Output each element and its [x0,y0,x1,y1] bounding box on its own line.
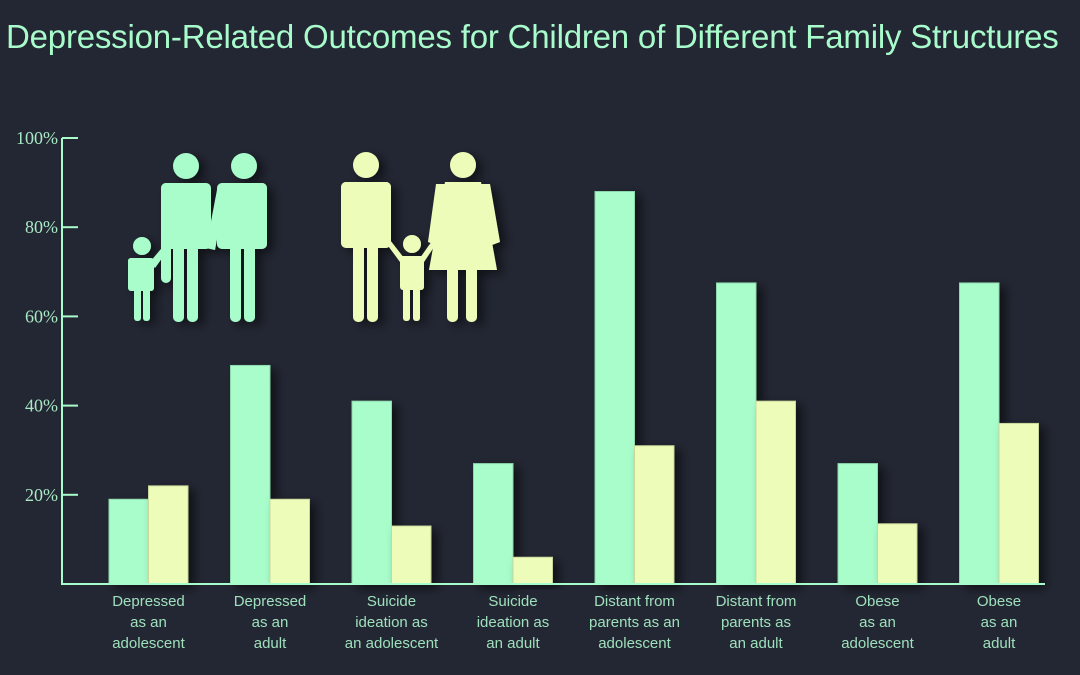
bar-same-sex [716,282,757,585]
bar-opposite-sex [148,485,189,585]
x-category-label-line: Suicide [367,593,416,610]
bar-opposite-sex [634,445,675,585]
x-category-label-line: ideation as [477,614,550,631]
bars [108,191,1039,585]
bar-same-sex [837,463,878,585]
bar-opposite-sex [391,525,432,585]
x-category-label: Distant from parents as an adult [716,593,797,652]
bar-opposite-sex [755,400,796,585]
x-category-label-line: as an [859,614,896,631]
bar-same-sex [473,463,514,585]
x-category-label: Depressed as an adolescent [112,593,185,652]
x-category-label: Suicide ideation as an adult [477,593,550,652]
x-category-label-line: adult [983,635,1016,652]
y-tick-label: 100% [16,128,58,148]
y-tick-label: 80% [25,217,58,237]
x-category-label-line: as an [130,614,167,631]
x-category-label-line: adolescent [841,635,914,652]
bar-opposite-sex [998,422,1039,585]
x-category-label-line: parents as [721,614,791,631]
y-tick-label: 60% [25,306,58,326]
x-category-label-line: as an [981,614,1018,631]
x-category-label-line: as an [252,614,289,631]
x-category-label-line: adolescent [112,635,185,652]
x-category-label-line: adolescent [598,635,671,652]
bar-same-sex [230,364,271,585]
x-category-label-line: ideation as [355,614,428,631]
mother-father-family-icon [341,152,500,322]
x-category-label-line: adult [254,635,287,652]
chart-title: Depression-Related Outcomes for Children… [6,18,1059,55]
x-category-label-line: Obese [855,593,899,610]
x-category-label-line: Distant from [716,593,797,610]
x-category-label: Obese as an adolescent [841,593,914,652]
x-category-label-line: an adolescent [345,635,439,652]
x-category-label: Depressed as an adult [234,593,307,652]
x-category-label-line: parents as an [589,614,680,631]
x-category-label-line: Distant from [594,593,675,610]
two-fathers-family-icon [128,153,267,322]
y-tick-label: 20% [25,485,58,505]
x-category-label-line: Suicide [488,593,537,610]
y-tick-label: 40% [25,396,58,416]
x-category-label-line: an adult [486,635,540,652]
x-category-label: Obese as an adult [977,593,1021,652]
bar-same-sex [594,191,635,585]
y-axis: 20% 40% 60% 80% 100% [16,128,1045,585]
x-category-label-line: Depressed [234,593,307,610]
x-category-label-line: Obese [977,593,1021,610]
x-category-label: Suicide ideation as an adolescent [345,593,439,652]
bar-same-sex [108,498,149,585]
bar-same-sex [959,282,1000,585]
bar-opposite-sex [512,556,553,585]
bar-opposite-sex [877,523,918,585]
bar-same-sex [351,400,392,585]
bar-opposite-sex [269,498,310,585]
x-category-label: Distant from parents as an adolescent [589,593,680,652]
x-category-label-line: an adult [729,635,783,652]
x-category-label-line: Depressed [112,593,185,610]
x-axis-labels: Depressed as an adolescent Depressed as an ad… [112,593,1021,652]
